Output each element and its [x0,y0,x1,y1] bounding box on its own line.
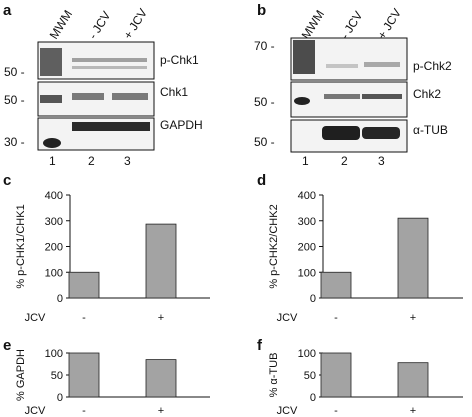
blot-strip-chk2 [290,81,408,118]
lane-number-3-a: 3 [124,154,131,168]
blot-ladder [294,97,310,105]
mw-marker-50: 50 - [4,65,25,79]
blot-ladder [293,40,315,74]
lane-header-minus-jcv-a: - JCV [86,9,114,42]
x-axis-label: JCV [277,405,298,417]
blot-band [362,127,400,139]
x-category-label: - [334,312,338,324]
lane-number-2-a: 2 [88,154,95,168]
blot-band [72,93,104,100]
y-axis-label: % p-CHK1/CHK1 [15,204,27,288]
lane-header-mwm-a: MWM [47,8,75,42]
y-tick-label: 400 [45,190,63,202]
panel-a: a MWM - JCV + JCV 50 - p-Chk1 50 - Chk1 … [3,2,203,168]
bar-c-0 [68,271,100,299]
blot-band [322,126,360,140]
x-category-label: - [82,405,86,417]
bar-chart-f: 0 50 100 - + JCV % α-TUB [268,348,463,417]
blot-band [326,64,358,68]
y-tick-label: 200 [45,242,63,254]
y-tick-label: 0 [57,392,63,404]
panel-letter-d: d [257,172,266,189]
lane-number-3-b: 3 [378,154,385,168]
x-axis-label: JCV [277,312,298,324]
y-tick-label: 300 [298,216,316,228]
bar-d-0 [320,271,352,299]
y-axis-label: % α-TUB [268,353,280,398]
panel-b: b MWM - JCV + JCV 70 - p-Chk2 50 - Chk2 … [254,2,452,168]
panel-letter-a: a [3,2,12,19]
panel-letter-e: e [3,337,11,354]
x-category-label: + [410,312,416,324]
band-label-chk1: Chk1 [160,85,188,99]
bar-chart-d: 0 100 200 300 400 - + JCV % p-CHK2/CHK2 [268,190,463,324]
mw-marker-50: 50 - [4,93,25,107]
bar-c-1 [145,223,177,299]
y-tick-label: 200 [298,242,316,254]
y-tick-label: 100 [298,348,316,360]
y-tick-label: 100 [298,267,316,279]
bar-e-0 [68,352,100,398]
panel-letter-b: b [257,2,266,19]
x-category-label: - [82,312,86,324]
bar-chart-c: 0 100 200 300 400 - + JCV % p-CHK1/CHK1 [15,190,210,324]
y-tick-label: 300 [45,216,63,228]
y-tick-label: 50 [304,370,316,382]
bar-d-1 [397,217,429,299]
blot-band [72,58,147,62]
blot-ladder [40,95,62,103]
blot-band [72,66,147,69]
lane-number-2-b: 2 [341,154,348,168]
blot-band [72,122,150,131]
lane-number-1-a: 1 [49,154,56,168]
mw-marker-50: 50 - [254,95,275,109]
x-category-label: + [158,312,164,324]
x-axis-label: JCV [25,405,46,417]
y-axis-label: % p-CHK2/CHK2 [268,204,280,288]
y-tick-label: 100 [45,348,63,360]
lane-header-plus-jcv-b: + JCV [375,6,404,41]
bar-f-1 [397,362,429,398]
x-category-label: + [410,405,416,417]
x-category-label: - [334,405,338,417]
lane-header-minus-jcv-b: - JCV [338,9,366,42]
panel-letter-c: c [3,172,11,189]
mw-marker-30: 30 - [4,135,25,149]
y-tick-label: 100 [45,267,63,279]
x-axis-label: JCV [25,312,46,324]
bar-chart-e: 0 50 100 - + JCV % GAPDH [15,348,210,417]
y-axis-label: % GAPDH [15,349,27,401]
y-tick-label: 0 [310,293,316,305]
panel-letter-f: f [257,337,263,354]
band-label-pchk2: p-Chk2 [413,59,452,73]
blot-ladder [43,138,61,148]
mw-marker-50: 50 - [254,135,275,149]
blot-band [324,94,360,99]
band-label-alpha-tub: α-TUB [413,123,448,137]
x-category-label: + [158,405,164,417]
band-label-pchk1: p-Chk1 [160,53,199,67]
bar-e-1 [145,359,177,398]
lane-header-plus-jcv-a: + JCV [121,6,150,41]
y-tick-label: 400 [298,190,316,202]
band-label-chk2: Chk2 [413,87,441,101]
lane-header-mwm-b: MWM [299,8,327,42]
blot-band [362,94,402,99]
blot-band [112,93,148,100]
y-tick-label: 0 [310,392,316,404]
bar-f-0 [320,352,352,398]
band-label-gapdh: GAPDH [160,118,203,132]
y-tick-label: 0 [57,293,63,305]
mw-marker-70: 70 - [254,39,275,53]
y-tick-label: 50 [51,370,63,382]
lane-number-1-b: 1 [302,154,309,168]
blot-ladder [40,48,62,76]
blot-band [364,62,400,67]
